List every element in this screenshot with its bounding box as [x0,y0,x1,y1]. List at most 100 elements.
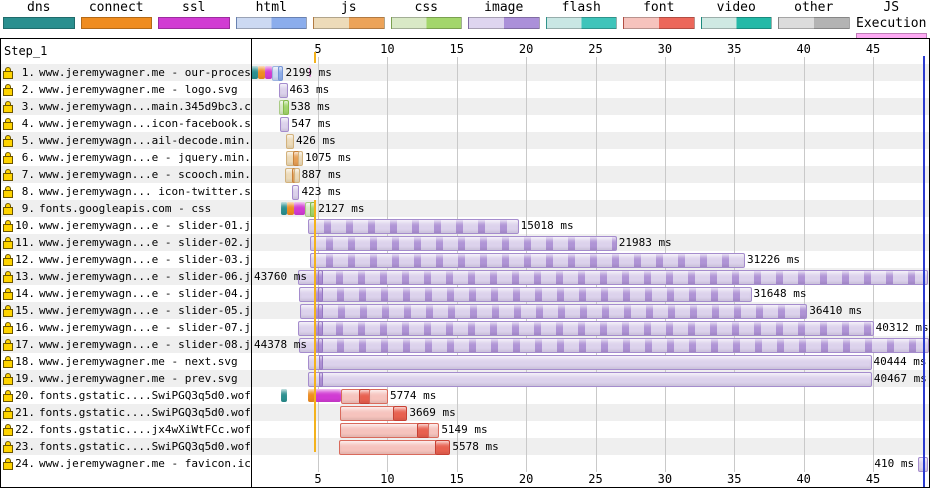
bar-segment-img_d[interactable] [318,372,324,387]
bar-segment-img_chunky[interactable] [297,321,874,336]
bar-segment-img_chunky[interactable] [297,270,928,285]
bar-segment-connect[interactable] [287,202,294,215]
bar-segment-html_d[interactable] [278,66,284,81]
bar-segment-font_d[interactable] [392,406,408,421]
bar-segment-js_l[interactable] [298,151,303,166]
lock-icon [2,254,13,266]
duration-label: 5149 ms [441,423,488,436]
bar-segment-font_l[interactable] [340,423,419,438]
legend-color-swatch [235,17,307,29]
bar-segment-img_d[interactable] [317,338,324,353]
request-row-url[interactable]: 20. fonts.gstatic....SwiPGQ3q5d0.woff2 [1,387,251,404]
bar-segment-font_d[interactable] [434,440,451,455]
bar-segment-ssl[interactable] [315,389,341,402]
request-row-url[interactable]: 14. www.jeremywagn...e - slider-04.jpg [1,285,251,302]
request-number: 6. [21,151,35,164]
request-row-url[interactable]: 11. www.jeremywagn...e - slider-02.jpg [1,234,251,251]
tick-label: 15 [449,42,464,56]
bar-segment-font_l[interactable] [338,440,437,455]
bar-segment-img_chunky[interactable] [309,236,617,251]
resource-type-legend: dns connect ssl html js css image flash font vide… [0,0,930,45]
lock-icon [2,84,13,96]
request-row-url[interactable]: 23. fonts.gstatic....SwiPGQ3q5d0.woff2 [1,438,251,455]
row-stripe [1,200,929,217]
request-row-url[interactable]: 16. www.jeremywagn...e - slider-07.jpg [1,319,251,336]
request-url: www.jeremywagner.me - next.svg [39,355,238,368]
request-row-url[interactable]: 1. www.jeremywagner.me - our-process [1,64,251,81]
bar-segment-font_l[interactable] [368,389,388,404]
bar-segment-img_d[interactable] [317,321,324,336]
bar-segment-dns[interactable] [281,389,288,402]
request-url: www.jeremywagner.me - favicon.ico [39,457,251,470]
tick-label: 20 [518,472,534,486]
legend-item-js: js [310,0,388,30]
legend-color-swatch [313,17,385,29]
request-row-url[interactable]: 24. www.jeremywagner.me - favicon.ico [1,455,251,472]
request-number: 3. [21,100,35,113]
lock-icon [2,67,13,79]
duration-label: 423 ms [301,185,342,198]
request-row-url[interactable]: 10. www.jeremywagn...e - slider-01.jpg [1,217,251,234]
request-row-url[interactable]: 15. www.jeremywagn...e - slider-05.jpg [1,302,251,319]
bar-segment-img_l[interactable] [308,355,872,370]
request-row-url[interactable]: 12. www.jeremywagn...e - slider-03.jpg [1,251,251,268]
bar-segment-img_d[interactable] [318,355,324,370]
bar-segment-font_l[interactable] [427,423,440,438]
request-row-url[interactable]: 22. fonts.gstatic....jx4wXiWtFCc.woff2 [1,421,251,438]
bar-segment-font_l[interactable] [340,406,395,421]
legend-color-swatch [390,17,462,29]
request-row-url[interactable]: 19. www.jeremywagner.me - prev.svg [1,370,251,387]
bar-segment-css_d[interactable] [283,100,289,115]
tick-label: 10 [380,42,395,56]
bar-segment-dns[interactable] [252,66,259,79]
bar-segment-img_d[interactable] [317,304,324,319]
bar-segment-jsexec[interactable] [308,66,312,77]
legend-label: css [414,0,438,15]
legend-item-flash: flash [543,0,621,30]
duration-label: 547 ms [291,117,332,130]
bar-segment-img_l[interactable] [279,83,288,98]
request-url: www.jeremywagn...e - jquery.min.js [39,151,251,164]
bar-segment-connect[interactable] [308,389,316,402]
legend-label: video [716,0,756,15]
request-row-url[interactable]: 5. www.jeremywagn...ail-decode.min.js [1,132,251,149]
request-row-url[interactable]: 6. www.jeremywagn...e - jquery.min.js [1,149,251,166]
bar-segment-img_l[interactable] [291,185,300,200]
bar-segment-img_chunky[interactable] [298,287,752,302]
bar-segment-img_d[interactable] [317,287,324,302]
request-url: www.jeremywagner.me - prev.svg [39,372,238,385]
duration-label: 31648 ms [753,287,807,300]
request-row-url[interactable]: 18. www.jeremywagner.me - next.svg [1,353,251,370]
request-row-url[interactable]: 8. www.jeremywagn... icon-twitter.svg [1,183,251,200]
request-row-url[interactable]: 7. www.jeremywagn...e - scooch.min.js [1,166,251,183]
bar-segment-img_chunky[interactable] [298,338,929,353]
request-row-url[interactable]: 13. www.jeremywagn...e - slider-06.jpg [1,268,251,285]
bar-segment-js_l[interactable] [286,134,294,149]
request-url: www.jeremywagn...icon-facebook.svg [39,117,251,130]
bar-segment-js_l[interactable] [293,168,300,183]
row-stripe [1,98,929,115]
request-row-url[interactable]: 2. www.jeremywagner.me - logo.svg [1,81,251,98]
bar-segment-ssl[interactable] [293,202,306,215]
row-stripe [1,404,929,421]
request-url: fonts.gstatic....jx4wXiWtFCc.woff2 [39,423,251,436]
bar-segment-img_chunky[interactable] [299,304,808,319]
request-row-url[interactable]: 9. fonts.googleapis.com - css [1,200,251,217]
bar-segment-font_l[interactable] [340,389,361,404]
bar-segment-img_chunky[interactable] [308,219,519,234]
bar-segment-connect[interactable] [258,66,265,79]
request-row-url[interactable]: 21. fonts.gstatic....SwiPGQ3q5d0.woff2 [1,404,251,421]
request-url: www.jeremywagn...e - slider-02.jpg [39,236,251,249]
request-row-url[interactable]: 4. www.jeremywagn...icon-facebook.svg [1,115,251,132]
request-row-url[interactable]: 3. www.jeremywagn...main.345d9bc3.css [1,98,251,115]
bar-segment-img_l[interactable] [279,117,290,132]
duration-label: 40312 ms [875,321,929,334]
request-row-url[interactable]: 17. www.jeremywagn...e - slider-08.jpg [1,336,251,353]
bar-segment-ssl[interactable] [264,66,273,79]
bar-segment-img_d[interactable] [317,270,324,285]
bar-segment-img_chunky[interactable] [309,253,745,268]
bar-segment-img_l[interactable] [308,372,872,387]
duration-label: 40444 ms [873,355,927,368]
bar-segment-dns[interactable] [281,202,288,215]
duration-label: 21983 ms [618,236,672,249]
